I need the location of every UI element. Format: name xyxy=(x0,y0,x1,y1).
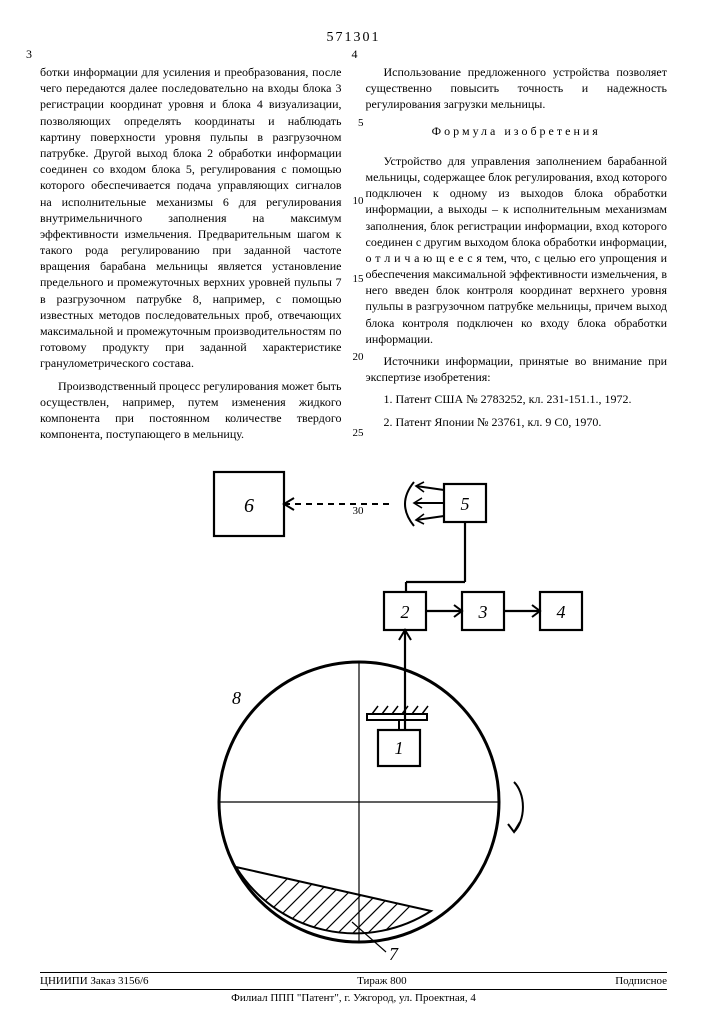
line-num-5: 5 xyxy=(352,116,364,131)
block-2-label: 2 xyxy=(400,602,409,622)
hatch-5 xyxy=(412,706,418,714)
col-num-left: 3 xyxy=(26,46,32,62)
patent-number: 571301 xyxy=(40,30,667,46)
line-num-30: 30 xyxy=(352,504,364,519)
src-2: 2. Патент Японии № 23761, кл. 9 С0, 1970… xyxy=(366,414,668,430)
block-4-label: 4 xyxy=(556,602,565,622)
footer-row: ЦНИИПИ Заказ 3156/6 Тираж 800 Подписное xyxy=(40,972,667,987)
right-para-2: Устройство для управления заполнением ба… xyxy=(366,153,668,347)
formula-title: Формула изобретения xyxy=(366,123,668,139)
line-num-10: 10 xyxy=(352,194,364,209)
mount-plate xyxy=(367,714,427,720)
bracket xyxy=(405,482,414,526)
label-7: 7 xyxy=(389,944,399,962)
left-para-2: Производственный процесс регулирования м… xyxy=(40,378,342,443)
block-5-label: 5 xyxy=(460,494,469,514)
page: 571301 3 ботки информации для усиления и… xyxy=(0,0,707,1024)
sources-hdr: Источники информации, принятые во вниман… xyxy=(366,353,668,385)
line-num-25: 25 xyxy=(352,426,364,441)
block-3-label: 3 xyxy=(477,602,487,622)
line-num-20: 20 xyxy=(352,350,364,365)
hatch-2 xyxy=(382,706,388,714)
block-6-label: 6 xyxy=(244,495,254,517)
columns: 3 ботки информации для усиления и преобр… xyxy=(40,64,667,448)
left-column: 3 ботки информации для усиления и преобр… xyxy=(40,64,342,448)
leader-7 xyxy=(352,922,386,952)
footer-line2: Филиал ППП "Патент", г. Ужгород, ул. Про… xyxy=(40,989,667,1004)
src-1: 1. Патент США № 2783252, кл. 231-151.1.,… xyxy=(366,391,668,407)
label-8: 8 xyxy=(232,688,241,708)
footer-mid: Тираж 800 xyxy=(357,975,407,987)
col-num-right: 4 xyxy=(352,46,358,62)
block-1-label: 1 xyxy=(394,738,403,758)
left-para-1: ботки информации для усиления и преобраз… xyxy=(40,64,342,372)
footer-right: Подписное xyxy=(615,975,667,987)
right-para-1: Использование предложенного устройства п… xyxy=(366,64,668,113)
line-num-15: 15 xyxy=(352,272,364,287)
right-column: 4 5 10 15 20 25 30 Использование предлож… xyxy=(366,64,668,448)
footer-left: ЦНИИПИ Заказ 3156/6 xyxy=(40,975,149,987)
hatch-1 xyxy=(372,706,378,714)
hatch-6 xyxy=(422,706,428,714)
schematic-diagram: 6 5 2 3 4 xyxy=(84,462,624,962)
hatch-3 xyxy=(392,706,398,714)
